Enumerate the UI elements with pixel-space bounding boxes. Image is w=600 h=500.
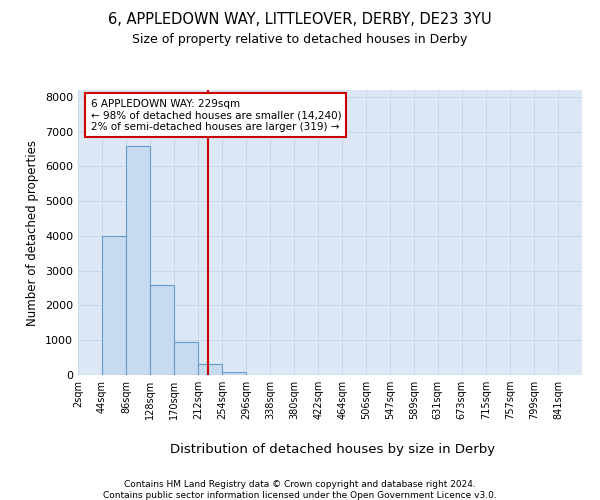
Bar bbox=[150, 284, 174, 375]
Text: Size of property relative to detached houses in Derby: Size of property relative to detached ho… bbox=[133, 32, 467, 46]
Bar bbox=[222, 372, 246, 375]
Text: 6 APPLEDOWN WAY: 229sqm
← 98% of detached houses are smaller (14,240)
2% of semi: 6 APPLEDOWN WAY: 229sqm ← 98% of detache… bbox=[91, 98, 341, 132]
Bar bbox=[198, 364, 222, 375]
Bar bbox=[126, 146, 150, 375]
Bar bbox=[102, 236, 126, 375]
Text: 6, APPLEDOWN WAY, LITTLEOVER, DERBY, DE23 3YU: 6, APPLEDOWN WAY, LITTLEOVER, DERBY, DE2… bbox=[108, 12, 492, 28]
Y-axis label: Number of detached properties: Number of detached properties bbox=[26, 140, 40, 326]
Text: Contains HM Land Registry data © Crown copyright and database right 2024.: Contains HM Land Registry data © Crown c… bbox=[124, 480, 476, 489]
Bar bbox=[174, 342, 198, 375]
Text: Contains public sector information licensed under the Open Government Licence v3: Contains public sector information licen… bbox=[103, 491, 497, 500]
Text: Distribution of detached houses by size in Derby: Distribution of detached houses by size … bbox=[170, 442, 496, 456]
